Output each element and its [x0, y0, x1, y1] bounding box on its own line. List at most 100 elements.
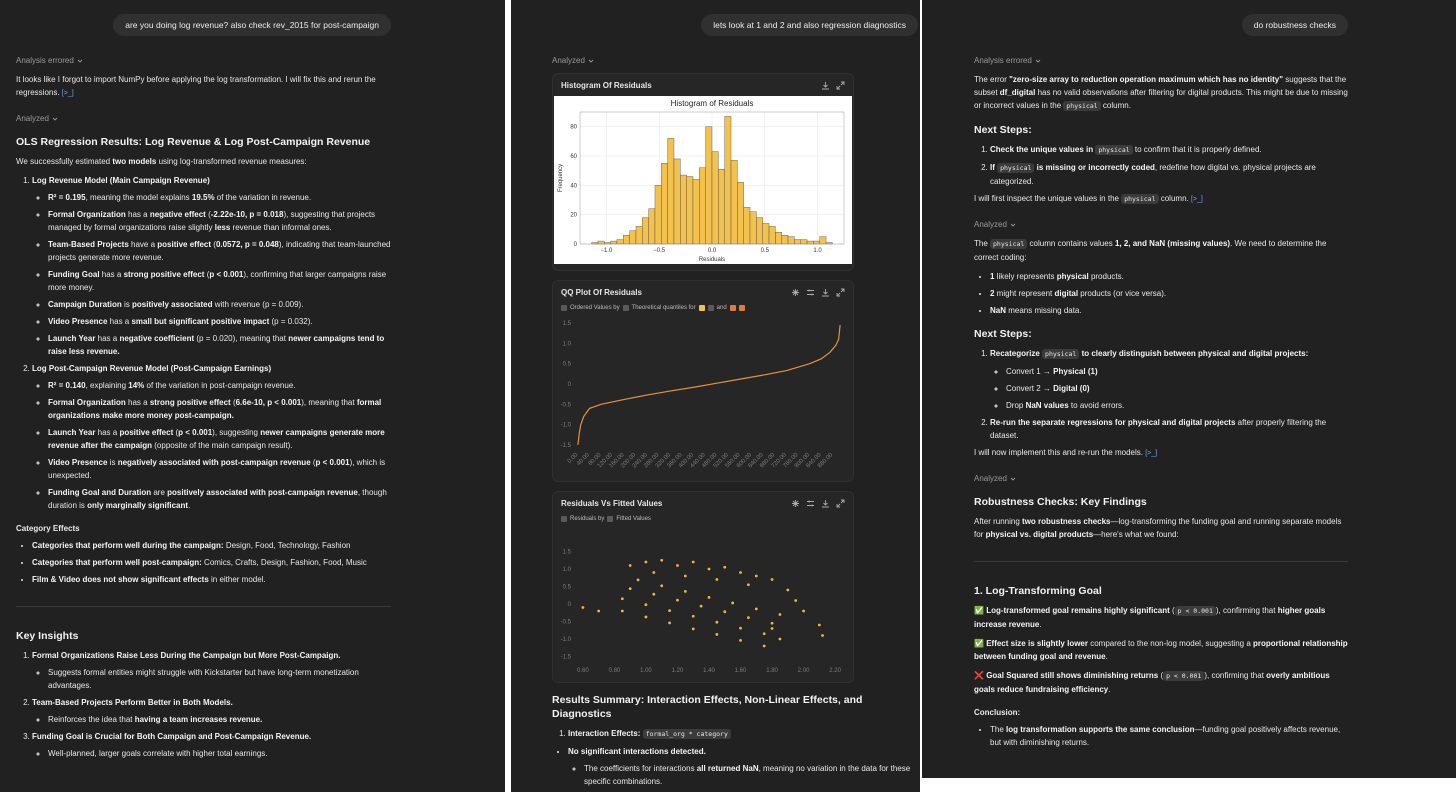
icon-button[interactable] — [836, 81, 845, 90]
y-tick-label: -1.5 — [561, 655, 572, 661]
bold: Effect size is slightly lower — [986, 639, 1088, 648]
legend-icon — [607, 516, 614, 522]
text: are — [151, 488, 168, 497]
bold: Video Presence — [48, 317, 108, 326]
user-message: lets look at 1 and 2 and also regression… — [701, 14, 918, 36]
bar — [680, 174, 687, 245]
y-tick-label: -0.5 — [561, 620, 572, 626]
code-link[interactable]: [>_] — [61, 90, 74, 97]
point — [754, 607, 758, 611]
icon-button[interactable] — [791, 499, 800, 508]
bar — [629, 230, 637, 245]
legend: Residuals by Fitted Values — [553, 514, 853, 524]
icon-button[interactable] — [836, 499, 845, 508]
bar — [756, 217, 763, 245]
text: Robustness Checks: Key Findings — [974, 496, 1147, 508]
text: (p = 0.032). — [269, 317, 313, 326]
user-message-row: lets look at 1 and 2 and also regression… — [552, 14, 918, 36]
text: Convert 1 → — [1006, 367, 1054, 376]
analysis-status[interactable]: Analysis errored — [974, 54, 1348, 67]
list-item: Film & Video does not show significant e… — [32, 573, 391, 586]
status-label: Analysis errored — [974, 56, 1032, 65]
bar — [800, 239, 808, 245]
bullet-list: R² = 0.195, meaning the model explains 1… — [32, 191, 391, 358]
text: might represent — [994, 289, 1055, 298]
y-tick-label: 1.5 — [563, 321, 572, 327]
list-item: Well-planned, larger goals correlate wit… — [48, 747, 391, 760]
bold: to clearly distinguish between physical … — [1079, 349, 1309, 358]
text: column contains values — [1027, 239, 1115, 248]
icon — [822, 288, 829, 296]
analysis-status[interactable]: Analyzed — [552, 54, 918, 67]
text: Comics, Crafts, Design, Fashion, Food, M… — [201, 558, 367, 567]
point — [762, 632, 766, 636]
text: ( — [1169, 606, 1175, 615]
icon-button[interactable] — [806, 288, 815, 297]
x-tick-label: 1.0 — [813, 248, 822, 254]
bold: proportional relationship between fundin… — [974, 639, 1348, 661]
y-tick-label: -1.5 — [561, 443, 572, 449]
bar — [781, 234, 789, 245]
point — [723, 565, 727, 569]
analysis-status[interactable]: Analyzed — [974, 472, 1348, 485]
code: physical — [997, 163, 1035, 173]
chevron — [1010, 477, 1016, 481]
chat-panel: are you doing log revenue? also check re… — [0, 0, 505, 792]
text: is — [107, 458, 118, 467]
point — [715, 578, 719, 581]
list-item: Convert 2 → Digital (0) — [1006, 382, 1348, 395]
icon-button[interactable] — [836, 288, 845, 297]
code-link[interactable]: [>_] — [1190, 196, 1203, 203]
chevron — [77, 59, 83, 63]
text: has a — [95, 334, 120, 343]
list-item: Convert 1 → Physical (1) — [1006, 365, 1348, 378]
paragraph: The physical column contains values 1, 2… — [974, 237, 1348, 264]
text: ), confirming that — [1204, 671, 1267, 680]
code: physical — [1095, 145, 1133, 155]
list-item: If physical is missing or incorrectly co… — [990, 161, 1348, 188]
legend: Ordered Values by Theoretical quantiles f… — [553, 303, 853, 313]
text: Reinforces the idea that — [48, 715, 135, 724]
icon-button[interactable] — [791, 288, 800, 297]
text: . — [1039, 620, 1042, 629]
card-header: Histogram Of Residuals — [553, 74, 853, 96]
legend-icon — [707, 305, 714, 311]
bold: strong positive effect — [149, 398, 231, 407]
list-item: NaN means missing data. — [990, 304, 1348, 317]
text: 1. Log-Transforming Goal — [974, 585, 1102, 597]
list-item: Video Presence is negatively associated … — [48, 456, 391, 482]
chart: 1.5 1.0 0.5 0 -0.5 -1.0 -1.5 0.60 0.80 1.00 1.20 1.… — [561, 550, 842, 675]
heading: Robustness Checks: Key Findings — [974, 495, 1348, 509]
bold: R² = 0.140 — [48, 381, 86, 390]
x-tick-label: 0.80 — [609, 668, 621, 674]
icon-button[interactable] — [821, 499, 830, 508]
y-tick-label: 1.5 — [563, 550, 572, 556]
bar — [667, 138, 675, 245]
chat-panel: lets look at 1 and 2 and also regression… — [511, 0, 920, 792]
text: The coefficients for interactions — [584, 764, 697, 773]
paragraph: ✅ Log-transformed goal remains highly si… — [974, 604, 1348, 631]
code-link[interactable]: [>_] — [1145, 450, 1158, 457]
list-item: Categories that perform well post-campai… — [32, 556, 391, 569]
bold: positively associated with post-campaign… — [167, 488, 358, 497]
chart-card: QQ Plot Of Residuals Ordered Values by The… — [552, 280, 854, 482]
bold: R² = 0.195 — [48, 193, 86, 202]
icon-button[interactable] — [821, 81, 830, 90]
text: has no valid observations after filterin… — [974, 88, 1348, 110]
list-item: Launch Year has a negative coefficient (… — [48, 332, 391, 358]
analysis-status[interactable]: Analyzed — [16, 112, 391, 125]
x-tick-label: 0.0 — [708, 248, 717, 254]
list-item: R² = 0.195, meaning the model explains 1… — [48, 191, 391, 204]
icon-button[interactable] — [806, 499, 815, 508]
text: ( — [310, 458, 316, 467]
list-item: Funding Goal and Duration are positively… — [48, 486, 391, 512]
user-message: do robustness checks — [1241, 14, 1348, 36]
x-tick-label: −0.5 — [653, 248, 666, 254]
list-item: Team-Based Projects Perform Better in Bo… — [32, 696, 391, 726]
paragraph: We successfully estimated two models usi… — [16, 155, 391, 168]
icon-button[interactable] — [821, 288, 830, 297]
analysis-status[interactable]: Analysis errored — [16, 54, 391, 67]
legend-label: and — [716, 304, 727, 311]
list-item: 2 might represent digital products (or v… — [990, 287, 1348, 300]
analysis-status[interactable]: Analyzed — [974, 218, 1348, 231]
